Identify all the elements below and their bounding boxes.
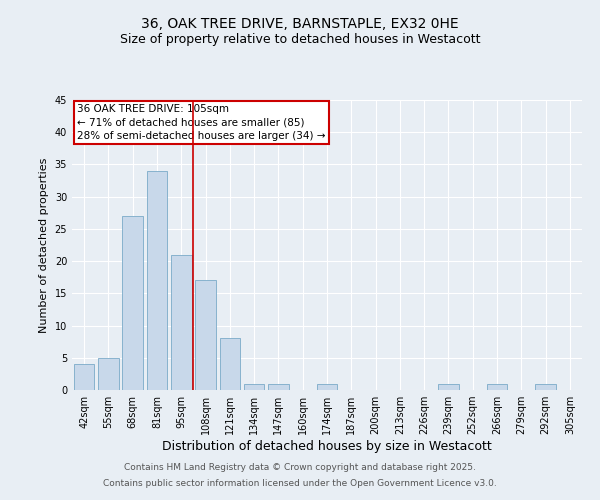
Text: Size of property relative to detached houses in Westacott: Size of property relative to detached ho… xyxy=(120,32,480,46)
Bar xyxy=(74,364,94,390)
X-axis label: Distribution of detached houses by size in Westacott: Distribution of detached houses by size … xyxy=(162,440,492,453)
Bar xyxy=(438,384,459,390)
Bar xyxy=(171,254,191,390)
Y-axis label: Number of detached properties: Number of detached properties xyxy=(39,158,49,332)
Text: Contains HM Land Registry data © Crown copyright and database right 2025.: Contains HM Land Registry data © Crown c… xyxy=(124,464,476,472)
Bar xyxy=(98,358,119,390)
Bar xyxy=(535,384,556,390)
Bar xyxy=(268,384,289,390)
Bar xyxy=(317,384,337,390)
Bar xyxy=(220,338,240,390)
Text: Contains public sector information licensed under the Open Government Licence v3: Contains public sector information licen… xyxy=(103,478,497,488)
Text: 36, OAK TREE DRIVE, BARNSTAPLE, EX32 0HE: 36, OAK TREE DRIVE, BARNSTAPLE, EX32 0HE xyxy=(141,18,459,32)
Bar xyxy=(122,216,143,390)
Bar xyxy=(146,171,167,390)
Bar xyxy=(195,280,216,390)
Text: 36 OAK TREE DRIVE: 105sqm
← 71% of detached houses are smaller (85)
28% of semi-: 36 OAK TREE DRIVE: 105sqm ← 71% of detac… xyxy=(77,104,326,141)
Bar xyxy=(244,384,265,390)
Bar xyxy=(487,384,508,390)
